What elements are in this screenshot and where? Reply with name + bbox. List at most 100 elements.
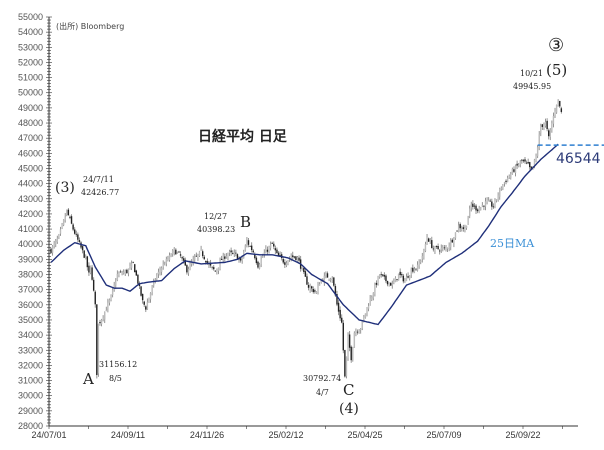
candle-body [494,199,496,207]
candle-body [216,269,218,273]
candle-body [407,276,409,278]
candle-body [58,234,60,238]
y-tick-label: 28000 [18,421,43,431]
candle-body [522,160,525,162]
y-tick-label: 48000 [18,118,43,128]
candle-body [239,258,242,261]
candle-body [145,306,147,310]
candle-body [385,275,387,282]
candle-body [303,268,305,272]
candle-body [129,265,131,268]
candle-body [209,262,212,266]
candle-body [246,240,248,246]
candle-body [91,267,93,280]
y-tick-label: 36000 [18,300,43,310]
candle-body [104,311,106,320]
x-tick-label: 25/07/09 [426,430,461,440]
candle-body [538,134,540,149]
candle-body [126,269,128,274]
candle-body [293,256,296,258]
candle-body [402,275,405,282]
candle-body [552,115,555,124]
candle-body [337,302,340,312]
candle-body [457,225,460,232]
candle-body [390,282,392,286]
point-b-date: 12/27 [204,212,228,221]
candle-body [287,260,289,264]
candle-body [206,261,209,263]
candle-body [548,130,550,137]
candle-body [339,309,341,319]
candle-body [271,242,273,244]
candle-body [194,257,196,260]
candle-body [473,205,476,207]
candle-body [350,346,352,361]
candle-body [309,287,311,290]
candle-body [232,253,234,254]
candle-body [461,228,463,230]
point-c-label: C [343,381,355,399]
candle-body [284,262,286,265]
candle-body [487,200,490,202]
candle-body [89,265,92,274]
candle-body [359,328,362,330]
candle-body [138,283,141,287]
y-tick-label: 45000 [18,163,43,173]
candle-body [292,255,294,257]
candle-body [306,276,308,285]
candle-body [148,297,150,303]
candle-body [225,256,228,258]
y-tick-label: 38000 [18,270,43,280]
candle-body [364,313,367,318]
candle-body [333,277,335,286]
candle-body [55,240,57,245]
point-b-label: B [240,213,252,231]
candle-body [386,280,389,285]
candle-body [285,263,288,266]
y-tick-label: 44000 [18,179,43,189]
candle-body [149,293,152,300]
candle-body [118,273,120,276]
candle-body [107,302,109,309]
candle-body [546,120,548,130]
candle-body [543,124,545,129]
candle-body [312,289,314,293]
candle-body [412,267,414,272]
candle-body [141,293,144,301]
candle-body [197,254,199,258]
candle-body [235,252,237,254]
support-value-label: 46544 [556,151,601,167]
peak1-value: 42426.77 [81,188,120,197]
candle-body [263,252,265,256]
candle-body [423,249,425,258]
candle-body [211,266,213,268]
candle-body [186,265,188,273]
candle-body [113,284,115,291]
y-tick-label: 37000 [18,285,43,295]
candle-body [74,229,76,234]
candle-body [250,245,253,251]
candle-body [413,269,416,273]
candle-body [277,252,280,256]
candle-body [388,282,390,285]
candle-body [153,281,155,286]
y-tick-label: 42000 [18,209,43,219]
candle-body [230,250,232,253]
candle-body [541,124,544,127]
candle-body [375,282,378,285]
candle-body [410,269,412,275]
candle-body [162,263,164,267]
candle-body [198,251,201,256]
candle-body [167,259,169,260]
candle-body [397,273,400,281]
candle-body [348,334,351,348]
candle-body [514,165,517,173]
y-tick-label: 55000 [18,12,43,22]
candle-body [50,248,52,253]
candle-body [437,246,439,250]
candle-body [260,258,262,265]
candle-body [429,240,431,242]
y-tick-label: 51000 [18,73,43,83]
candle-body [258,264,261,269]
candle-body [265,249,267,254]
